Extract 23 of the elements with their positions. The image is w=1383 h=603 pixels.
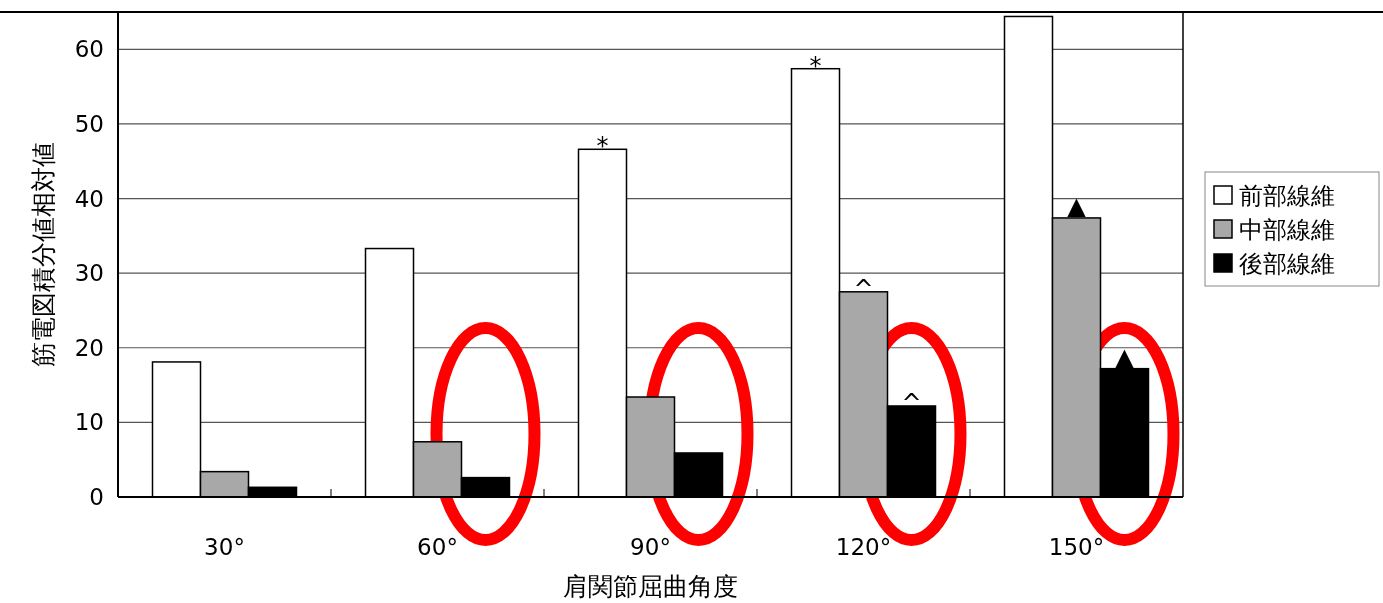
y-tick-label: 10 — [74, 409, 104, 436]
y-tick-label: 40 — [74, 185, 104, 212]
y-tick-label: 50 — [74, 110, 104, 137]
legend-label: 中部線維 — [1239, 216, 1335, 244]
legend-label: 後部線維 — [1239, 250, 1335, 278]
annotation: ▲ — [1067, 191, 1087, 220]
annotation: * — [809, 51, 822, 80]
x-tick-label: 120° — [835, 534, 892, 560]
y-tick-label: 30 — [74, 260, 104, 287]
annotation: ^ — [853, 274, 874, 303]
y-tick-label: 0 — [89, 484, 104, 510]
y-tick-label: 20 — [74, 334, 104, 361]
x-tick-label: 30° — [204, 534, 245, 560]
x-tick-label: 90° — [630, 534, 671, 560]
x-axis-title: 肩関節屈曲角度 — [563, 572, 738, 601]
x-tick-label: 60° — [417, 534, 458, 560]
annotation: * — [596, 132, 609, 161]
y-tick-label: 60 — [74, 36, 104, 63]
annotation: ^ — [901, 388, 922, 417]
legend-label: 前部線維 — [1239, 182, 1335, 210]
y-axis-title: 筋電図積分値相対値 — [29, 142, 58, 367]
annotation: ▲ — [1115, 342, 1135, 371]
x-tick-label: 150° — [1048, 534, 1105, 560]
